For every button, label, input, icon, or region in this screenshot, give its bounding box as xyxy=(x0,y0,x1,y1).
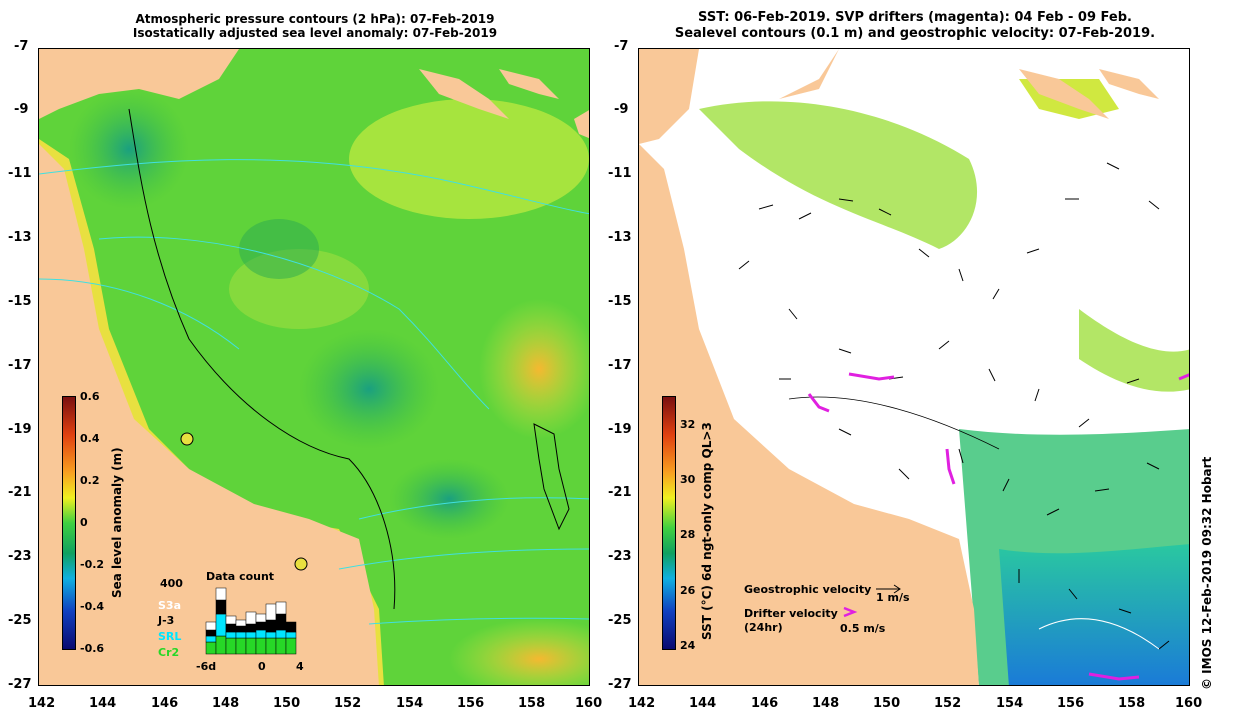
data-count-max: 400 xyxy=(160,577,183,590)
lat-tick: -27 xyxy=(608,677,632,692)
lat-tick: -21 xyxy=(608,485,632,500)
lon-tick: 158 xyxy=(1118,696,1146,711)
drifter-arrow-icon xyxy=(843,606,858,618)
lat-tick: -11 xyxy=(608,166,632,181)
sst-colorbar xyxy=(662,396,676,650)
lon-tick: 158 xyxy=(518,696,546,711)
legend-srl: SRL xyxy=(158,630,182,643)
data-count-x-label: 0 xyxy=(258,660,266,673)
lon-tick: 156 xyxy=(1057,696,1085,711)
legend-j3: J-3 xyxy=(158,614,175,627)
left-title-line2: Isostatically adjusted sea level anomaly… xyxy=(132,26,498,40)
geostrophic-label: Geostrophic velocity xyxy=(744,583,872,596)
sea-level-anomaly-map xyxy=(39,49,589,685)
drifter-scale: 0.5 m/s xyxy=(840,622,886,635)
data-count-bars xyxy=(205,587,297,655)
geostrophic-scale: 1 m/s xyxy=(876,591,910,604)
lon-tick: 142 xyxy=(628,696,656,711)
lon-tick: 150 xyxy=(873,696,901,711)
lat-tick: -27 xyxy=(8,677,32,692)
lat-tick: -19 xyxy=(608,422,632,437)
lat-tick: -23 xyxy=(8,549,32,564)
lat-tick: -19 xyxy=(8,422,32,437)
colorbar-tick: 0.4 xyxy=(80,432,100,445)
lat-tick: -17 xyxy=(8,358,32,373)
data-count-title: Data count xyxy=(206,570,275,583)
colorbar-tick: 0.2 xyxy=(80,474,100,487)
sst-colorbar-label: SST (°C) 6d ngt-only comp QL>3 xyxy=(700,422,714,640)
sea-level-colorbar xyxy=(62,396,76,650)
lon-tick: 152 xyxy=(934,696,962,711)
colorbar-tick: 0.6 xyxy=(80,390,100,403)
sst-colorbar-tick: 24 xyxy=(680,639,696,652)
data-count-x-label: 4 xyxy=(296,660,304,673)
lat-tick: -23 xyxy=(608,549,632,564)
left-map-panel xyxy=(38,48,590,686)
right-map-title: SST: 06-Feb-2019. SVP drifters (magenta)… xyxy=(640,10,1190,42)
sst-colorbar-tick: 28 xyxy=(680,528,696,541)
lon-tick: 152 xyxy=(334,696,362,711)
lat-tick: -9 xyxy=(14,102,29,117)
lon-tick: 146 xyxy=(751,696,779,711)
drifter-label-2: (24hr) xyxy=(744,621,783,634)
lon-tick: 148 xyxy=(812,696,840,711)
lon-tick: 154 xyxy=(396,696,424,711)
lat-tick: -21 xyxy=(8,485,32,500)
left-title-line1: Atmospheric pressure contours (2 hPa): 0… xyxy=(135,12,495,26)
lat-tick: -17 xyxy=(608,358,632,373)
sst-colorbar-tick: 30 xyxy=(680,473,696,486)
sst-colorbar-tick: 26 xyxy=(680,584,696,597)
lon-tick: 150 xyxy=(273,696,301,711)
lat-tick: -13 xyxy=(8,230,32,245)
geostrophic-arrow-icon xyxy=(876,584,901,594)
sea-level-colorbar-label: Sea level anomaly (m) xyxy=(110,447,124,598)
lat-tick: -11 xyxy=(8,166,32,181)
lon-tick: 154 xyxy=(996,696,1024,711)
lat-tick: -15 xyxy=(608,294,632,309)
lon-tick: 144 xyxy=(689,696,717,711)
lon-tick: 160 xyxy=(1175,696,1203,711)
sst-map xyxy=(639,49,1189,685)
lon-tick: 144 xyxy=(89,696,117,711)
sst-colorbar-tick: 32 xyxy=(680,418,696,431)
lat-tick: -9 xyxy=(614,102,629,117)
right-map-panel xyxy=(638,48,1190,686)
lat-tick: -15 xyxy=(8,294,32,309)
lon-tick: 160 xyxy=(575,696,603,711)
lat-tick: -7 xyxy=(614,39,629,54)
left-map-title: Atmospheric pressure contours (2 hPa): 0… xyxy=(40,12,590,40)
legend-cr2: Cr2 xyxy=(158,646,180,659)
drifter-label-1: Drifter velocity xyxy=(744,607,838,620)
lon-tick: 148 xyxy=(212,696,240,711)
colorbar-tick: -0.2 xyxy=(80,558,105,571)
lat-tick: -13 xyxy=(608,230,632,245)
lon-tick: 146 xyxy=(151,696,179,711)
right-title-line2: Sealevel contours (0.1 m) and geostrophi… xyxy=(674,26,1156,41)
colorbar-tick: -0.4 xyxy=(80,600,105,613)
colorbar-tick: -0.6 xyxy=(80,642,105,655)
colorbar-tick: 0 xyxy=(80,516,88,529)
lat-tick: -25 xyxy=(608,613,632,628)
imos-credit: © IMOS 12-Feb-2019 09:32 Hobart xyxy=(1200,456,1214,690)
lat-tick: -7 xyxy=(14,39,29,54)
right-title-line1: SST: 06-Feb-2019. SVP drifters (magenta)… xyxy=(698,10,1132,25)
lon-tick: 156 xyxy=(457,696,485,711)
data-count-x-label: -6d xyxy=(196,660,217,673)
lat-tick: -25 xyxy=(8,613,32,628)
lon-tick: 142 xyxy=(28,696,56,711)
legend-s3a: S3a xyxy=(158,599,181,612)
